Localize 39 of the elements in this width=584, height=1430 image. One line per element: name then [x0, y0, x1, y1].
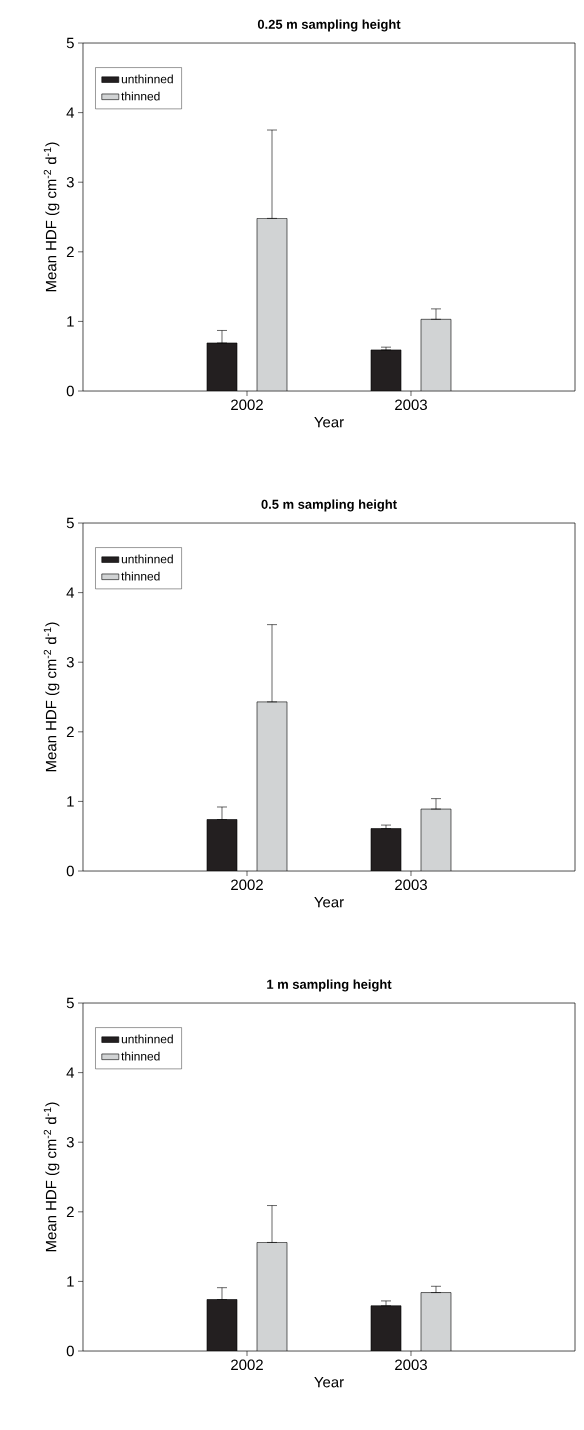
y-tick-label: 4	[66, 587, 75, 598]
y-tick-label: 0	[66, 385, 74, 397]
legend-label: unthinned	[121, 74, 173, 84]
chart-title: 0.5 m sampling height	[261, 499, 397, 512]
y-tick-label: 1	[67, 796, 74, 807]
y-tick-label: 5	[66, 997, 74, 1009]
y-tick-label: 2	[66, 246, 74, 258]
y-axis-title: Mean HDF (g cm$^{-2}$ d$^{-1}$)	[43, 1102, 60, 1252]
y-tick-label: 4	[66, 1067, 75, 1078]
legend-label: thinned	[121, 571, 160, 581]
x-axis-title: Year	[314, 896, 344, 908]
x-tick-label: 2002	[231, 399, 263, 411]
y-tick-label: 3	[66, 176, 74, 188]
legend-label: thinned	[121, 91, 160, 101]
chart-title: 0.25 m sampling height	[257, 19, 401, 32]
y-tick-label: 5	[66, 37, 74, 49]
x-tick-label: 2003	[395, 879, 427, 891]
y-tick-label: 1	[67, 1276, 74, 1287]
legend-label: unthinned	[121, 1034, 173, 1044]
y-tick-label: 3	[66, 1136, 74, 1148]
y-tick-label: 5	[66, 517, 74, 529]
y-tick-label: 1	[67, 316, 74, 327]
x-tick-label: 2002	[231, 879, 263, 891]
y-tick-label: 3	[66, 656, 74, 668]
y-tick-label: 0	[66, 865, 74, 877]
x-tick-label: 2003	[395, 399, 427, 411]
x-tick-label: 2003	[395, 1359, 427, 1371]
x-tick-label: 2002	[231, 1359, 263, 1371]
x-axis-title: Year	[314, 1376, 344, 1388]
x-axis-title: Year	[314, 416, 344, 428]
y-tick-label: 4	[66, 107, 75, 118]
y-axis-title: Mean HDF (g cm$^{-2}$ d$^{-1}$)	[43, 622, 60, 772]
y-tick-label: 0	[66, 1345, 74, 1357]
y-axis-title: Mean HDF (g cm$^{-2}$ d$^{-1}$)	[43, 142, 60, 292]
legend-label: unthinned	[121, 554, 173, 564]
legend-label: thinned	[121, 1051, 160, 1061]
y-tick-label: 2	[66, 1206, 74, 1218]
y-tick-label: 2	[66, 726, 74, 738]
chart-title: 1 m sampling height	[267, 979, 392, 992]
